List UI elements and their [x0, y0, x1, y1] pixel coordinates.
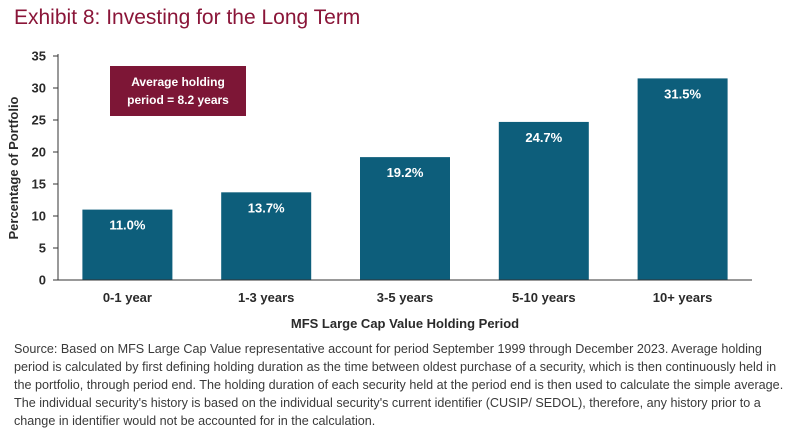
- bar-chart: 0 5 10 15 20 25 30 35 11.0% 13.7% 19.2% 24.7% 31.5%…: [6, 49, 752, 331]
- y-tick-label: 20: [32, 145, 46, 160]
- x-tick-label: 0-1 year: [103, 290, 152, 305]
- bars: 11.0% 13.7% 19.2% 24.7% 31.5%: [82, 78, 728, 281]
- y-axis-title: Percentage of Portfolio: [6, 96, 21, 239]
- source-note: Source: Based on MFS Large Cap Value rep…: [14, 342, 784, 428]
- y-tick-label: 25: [32, 113, 46, 128]
- bar-2: [221, 192, 312, 280]
- bar-3: [360, 157, 450, 280]
- y-axis: 0 5 10 15 20 25 30 35: [32, 49, 59, 288]
- bar-value-label: 24.7%: [525, 130, 562, 145]
- page-title: Exhibit 8: Investing for the Long Term: [14, 6, 361, 29]
- y-tick-label: 5: [39, 241, 46, 256]
- y-tick-label: 0: [39, 273, 46, 288]
- bar-4: [498, 121, 589, 280]
- callout-background: [110, 66, 246, 116]
- callout-line-2: period = 8.2 years: [127, 93, 229, 107]
- x-tick-label: 3-5 years: [377, 290, 433, 305]
- bar-value-label: 13.7%: [248, 200, 285, 215]
- callout-line-1: Average holding: [131, 75, 225, 89]
- y-tick-label: 30: [32, 81, 46, 96]
- x-axis: 0-1 year 1-3 years 3-5 years 5-10 years 10+ …: [58, 279, 752, 305]
- x-tick-label: 5-10 years: [512, 290, 576, 305]
- x-tick-label: 1-3 years: [238, 290, 294, 305]
- y-tick-label: 35: [32, 49, 46, 64]
- bar-value-label: 11.0%: [109, 218, 146, 233]
- average-holding-callout: Average holding period = 8.2 years: [110, 66, 246, 116]
- x-axis-title: MFS Large Cap Value Holding Period: [291, 316, 519, 331]
- bar-1: [82, 209, 173, 280]
- x-tick-label: 10+ years: [653, 290, 713, 305]
- bar-value-label: 31.5%: [664, 86, 701, 101]
- bar-value-label: 19.2%: [387, 165, 424, 180]
- y-tick-label: 10: [32, 209, 46, 224]
- y-tick-label: 15: [32, 177, 46, 192]
- bar-5: [637, 78, 728, 281]
